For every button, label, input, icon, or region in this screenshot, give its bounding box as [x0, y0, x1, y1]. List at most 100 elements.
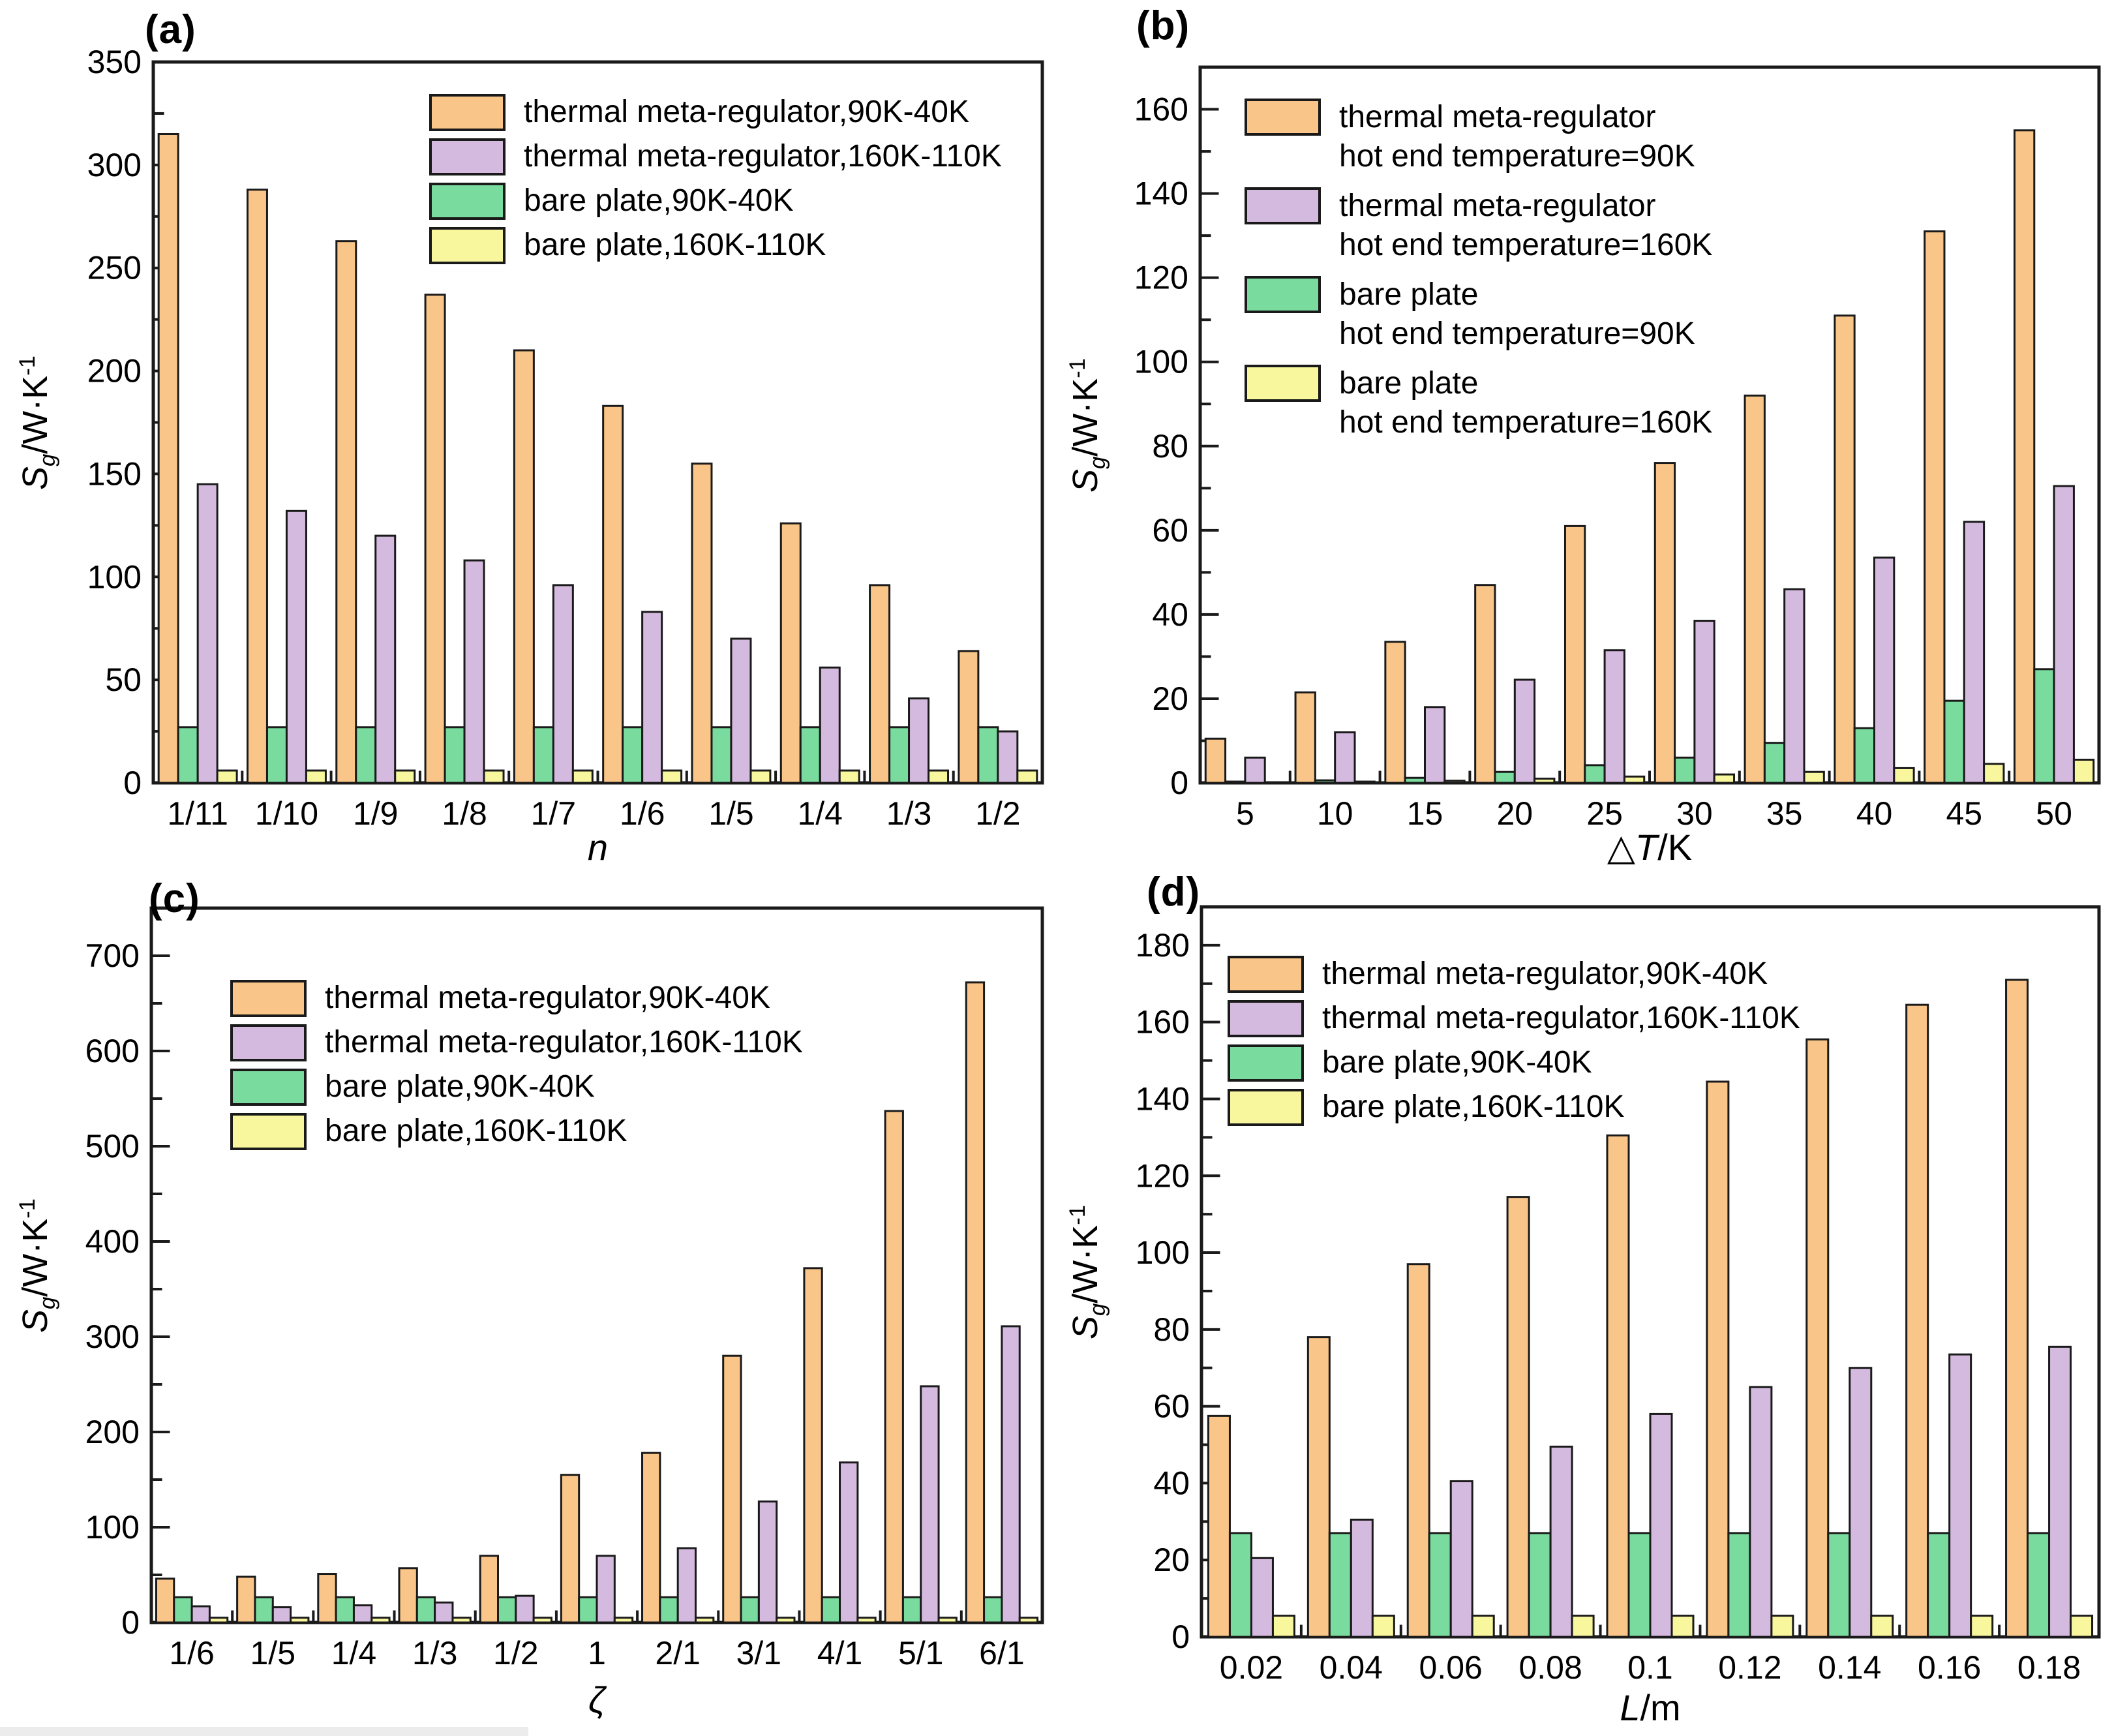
bar: [901, 1596, 922, 1624]
legend-entry: bare plate hot end temperature=90K: [1245, 275, 1712, 354]
bar: [1443, 780, 1466, 784]
legend-swatch: [429, 226, 506, 264]
bars-series-2: [1228, 1532, 2051, 1638]
bar: [479, 1555, 499, 1624]
x-category-label: 1/5: [250, 1635, 296, 1671]
legend-entry: bare plate,160K-110K: [1228, 1088, 1800, 1127]
bar: [1244, 756, 1266, 784]
bar: [1870, 1615, 1894, 1638]
y-tick-label: 0: [1170, 765, 1188, 801]
legend-label: thermal meta-regulator,160K-110K: [524, 137, 1002, 176]
x-category-label: 2/1: [655, 1635, 701, 1671]
panel-c: (c) 0 100 200 300 400 500 600 700 1/6 1/5 1/4 1/3 1/…: [0, 868, 1057, 1736]
x-category-label: 0.08: [1518, 1649, 1582, 1686]
x-axis-label: n: [588, 827, 608, 868]
bar: [1371, 1615, 1395, 1638]
x-category-labels: 5 10 15 20 25 30 35 40 45 50: [1236, 795, 2072, 832]
x-category-label: 1/6: [620, 795, 665, 832]
bar: [1674, 756, 1696, 784]
bar: [1783, 588, 1805, 784]
bar: [1948, 1353, 1972, 1638]
chart-d: 0 20 40 60 80 100 120 140 160 180 0.02 0.04 0.06 0.08…: [1136, 905, 2101, 1728]
y-tick-label: 500: [85, 1128, 140, 1165]
y-tick-label: 200: [87, 353, 142, 389]
x-axis-ticks: [1288, 770, 2011, 782]
legend-label-line: thermal meta-regulator,90K-40K: [325, 981, 771, 1015]
legend-label-line: bare plate: [1339, 366, 1479, 401]
bar: [1016, 769, 1038, 784]
y-axis-ticks: 0 50 100 150 200 250 300 350: [87, 44, 172, 801]
bar: [285, 510, 307, 784]
bar: [236, 1576, 256, 1624]
bar: [799, 726, 821, 784]
plot-frame: [151, 60, 1044, 785]
bar: [451, 1617, 472, 1624]
legend-label: bare plate hot end temperature=90K: [1339, 275, 1695, 354]
legend-label-line: hot end temperature=90K: [1339, 139, 1695, 174]
x-axis-ticks: [241, 770, 955, 782]
bar: [819, 666, 841, 784]
legend-label-line: bare plate,160K-110K: [524, 228, 826, 262]
legend-swatch: [1228, 999, 1304, 1037]
bar: [1404, 776, 1427, 784]
y-tick-label: 180: [1136, 927, 1190, 964]
bar: [722, 1354, 742, 1624]
bars-series-3: [208, 1617, 1039, 1624]
y-axis-label: Sg/W·K-1: [1065, 1204, 1110, 1339]
bar: [1533, 778, 1556, 784]
bars-series-2: [173, 1596, 1003, 1624]
bars-series-0: [1207, 979, 2029, 1638]
legend-swatch: [1228, 1088, 1304, 1126]
legend-swatch: [230, 1068, 307, 1106]
bar: [856, 1617, 877, 1624]
x-category-label: 1/2: [975, 795, 1021, 832]
y-tick-label: 150: [87, 455, 142, 492]
bar: [659, 1596, 679, 1624]
bar: [1228, 1532, 1252, 1638]
bar: [1271, 1615, 1295, 1638]
x-category-label: 15: [1407, 795, 1443, 832]
legend-label-line: bare plate,160K-110K: [1322, 1089, 1625, 1124]
bar: [691, 463, 713, 784]
x-category-label: 0.16: [1918, 1649, 1981, 1686]
y-tick-label: 400: [85, 1223, 140, 1260]
bar: [1706, 1080, 1730, 1638]
bar: [884, 1110, 904, 1624]
x-category-label: 20: [1496, 795, 1533, 832]
bar: [2013, 129, 2036, 784]
page-edge-strip: [0, 1727, 528, 1736]
y-axis-ticks: 0 20 40 60 80 100 120 140 160: [1134, 91, 1219, 801]
legend-label-line: thermal meta-regulator,160K-110K: [325, 1025, 803, 1059]
x-category-label: 5/1: [898, 1635, 944, 1671]
bar: [483, 769, 505, 784]
y-tick-label: 100: [85, 1509, 140, 1546]
bar: [2070, 1615, 2094, 1638]
bar: [335, 240, 357, 784]
y-tick-label: 60: [1153, 1388, 1190, 1425]
bar: [355, 726, 377, 784]
bar: [1834, 314, 1856, 784]
bar: [532, 1617, 552, 1624]
bar: [710, 726, 732, 784]
bar: [157, 133, 179, 784]
bar: [1943, 699, 1965, 784]
bar: [740, 1596, 760, 1624]
bar: [1314, 779, 1336, 784]
bar: [695, 1617, 715, 1624]
bar: [370, 1617, 391, 1624]
bar: [1606, 1134, 1630, 1638]
y-tick-label: 250: [87, 250, 142, 286]
bars-series-3: [216, 769, 1038, 784]
bar: [1805, 1038, 1830, 1638]
legend-label-line: bare plate,160K-110K: [325, 1114, 627, 1148]
y-tick-label: 60: [1152, 512, 1188, 549]
bar: [1350, 1518, 1374, 1638]
bar: [552, 584, 574, 784]
bar: [1549, 1445, 1573, 1638]
x-category-label: 4/1: [817, 1635, 863, 1671]
legend-label-line: bare plate,90K-40K: [524, 183, 794, 218]
legend-label-line: thermal meta-regulator: [1339, 100, 1656, 134]
bar: [1306, 1336, 1331, 1638]
panel-a: (a) 0 50 100 150 200 250 300 350 1/11 1/10 1/9 1/8 1…: [0, 0, 1057, 868]
bar: [1744, 394, 1766, 784]
